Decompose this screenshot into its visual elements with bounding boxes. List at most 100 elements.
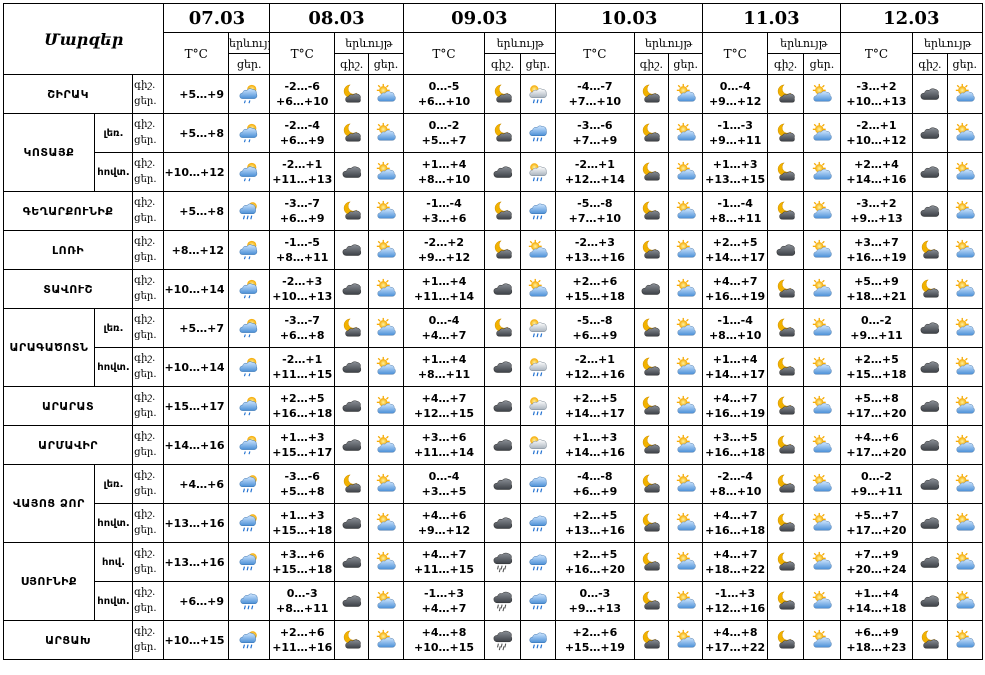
region-name: ԱՐՑԱԽ — [2, 620, 134, 660]
weather-icon-cell — [668, 347, 704, 387]
temperature-cell: +13…+16 — [163, 503, 230, 543]
night-label: գիշ. — [134, 314, 156, 325]
partly-cloudy-rain-icon — [230, 388, 269, 425]
temperature-cell: -3…+2 +9…+13 — [839, 191, 914, 231]
weather-icon-cell — [484, 74, 521, 114]
moon-cloud-icon — [914, 622, 946, 659]
night-temp: +4…+7 — [712, 548, 758, 561]
day-temp: +6…+9 — [279, 134, 325, 147]
weather-icon-cell — [803, 620, 841, 660]
night-day-label: գիշ. ցեր. — [132, 113, 165, 153]
night-temp: 0…-3 — [579, 587, 611, 600]
moon-cloud-icon — [635, 115, 667, 152]
weather-icon-cell — [668, 74, 704, 114]
cloud-icon — [486, 466, 519, 503]
rain-cloud-icon — [521, 622, 554, 659]
weather-icon-cell — [368, 347, 404, 387]
weather-icon-cell — [633, 386, 670, 426]
day-temp: +9…+11 — [850, 485, 903, 498]
weather-icon-cell — [912, 464, 948, 504]
weather-icon-cell — [228, 542, 271, 582]
temperature-cell: +4…+7 +18…+22 — [702, 542, 768, 582]
temperature-cell: +14…+16 — [163, 425, 230, 465]
moon-cloud-icon — [336, 76, 368, 113]
sun-cloud-icon — [948, 232, 981, 269]
night-label: գիշ. — [134, 431, 156, 442]
weather-icon-cell — [633, 581, 670, 621]
sun-cloud-icon — [370, 622, 402, 659]
sun-cloud-icon — [521, 232, 554, 269]
night-temp: -4…-8 — [577, 470, 613, 483]
moon-cloud-icon — [486, 115, 519, 152]
sun-cloud-icon — [670, 271, 702, 308]
region-name: ՇԻՐԱԿ — [2, 74, 134, 114]
weather-icon-cell — [519, 113, 557, 153]
night-temp: +1…+4 — [421, 353, 467, 366]
weather-icon-cell — [668, 152, 704, 192]
temperature-cell: +2…+5 +16…+18 — [269, 386, 336, 426]
temperature-cell: +1…+4 +8…+10 — [402, 152, 486, 192]
weather-icon-cell — [228, 581, 271, 621]
weather-icon-cell — [368, 464, 404, 504]
sun-cloud-icon — [370, 388, 402, 425]
night-temp: +4…+6 — [421, 509, 467, 522]
day-temp: +12…+16 — [705, 602, 766, 615]
forecast-row: ՍՅՈՒՆԻՔ հով. գիշ. ցեր. +13…+16 +3…+6 +15…+18 +4… — [3, 542, 984, 621]
night-column-header: գիշ. — [484, 53, 521, 75]
temp-column-header: T°C — [702, 32, 768, 75]
night-label: գիշ. — [134, 392, 156, 403]
day-temp: +10…+12 — [846, 134, 907, 147]
weather-icon-cell — [368, 113, 404, 153]
temperature-cell: +2…+5 +14…+17 — [702, 230, 768, 270]
moon-cloud-icon — [635, 427, 667, 464]
day-label: ցեր. — [134, 447, 157, 458]
sun-cloud-rain-icon — [521, 154, 554, 191]
day-temp: +16…+19 — [705, 407, 766, 420]
weather-icon-cell — [334, 620, 370, 660]
temperature-cell: +4…+7 +12…+15 — [402, 386, 486, 426]
temperature-cell: -5…-8 +7…+10 — [555, 191, 635, 231]
sun-rain-icon — [230, 193, 269, 230]
moon-cloud-icon — [768, 154, 802, 191]
day-temp: +17…+20 — [846, 524, 907, 537]
sun-cloud-icon — [805, 193, 839, 230]
moon-cloud-icon — [486, 310, 519, 347]
sun-cloud-icon — [670, 505, 702, 542]
day-label: ցեր. — [134, 252, 157, 263]
night-column-header: գիշ. — [633, 53, 670, 75]
night-label: գիշ. — [134, 80, 156, 91]
forecast-row: ԼՈՌԻ գիշ. ցեր. +8…+12 -1…-5 +8…+11 -2…+2 +9…+12… — [2, 230, 984, 270]
weather-icon-cell — [228, 503, 271, 543]
day-label: ցեր. — [134, 96, 157, 107]
rain-cloud-icon — [521, 505, 554, 542]
moon-cloud-icon — [768, 583, 802, 620]
day-temp: +20…+24 — [846, 563, 907, 576]
temperature-cell: -2…+1 +12…+16 — [555, 347, 635, 387]
night-temp: -2…+1 — [282, 353, 323, 366]
sun-cloud-icon — [370, 271, 402, 308]
moon-cloud-icon — [336, 466, 368, 503]
weather-icon-cell — [633, 191, 670, 231]
temperature-cell: +4…+7 +16…+19 — [702, 269, 768, 309]
temperature-cell: +1…+3 +15…+17 — [269, 425, 336, 465]
temp-column-header: T°C — [269, 32, 336, 75]
weather-icon-cell — [633, 425, 670, 465]
night-day-label: գիշ. ցեր. — [132, 425, 165, 465]
weather-icon-cell — [946, 230, 984, 270]
temperature-cell: +5…+9 — [163, 74, 230, 114]
forecast-row: ԱՐՑԱԽ գիշ. ցեր. +10…+15 +2…+6 +11…+16 +4…+8 +10… — [2, 620, 984, 660]
subregion-label: լեռ. — [93, 464, 134, 504]
sun-cloud-icon — [948, 154, 981, 191]
weather-icon-cell — [228, 152, 271, 192]
day-temp: +4…+7 — [421, 329, 467, 342]
rain-cloud-icon — [521, 583, 554, 620]
weather-icon-cell — [334, 386, 370, 426]
day-temp: +16…+18 — [705, 524, 766, 537]
day-temp: +7…+10 — [568, 212, 622, 225]
day-temp: +18…+21 — [846, 290, 907, 303]
weather-icon-cell — [766, 503, 805, 543]
weather-icon-cell — [803, 113, 841, 153]
temperature-cell: -1…-5 +8…+11 — [269, 230, 336, 270]
night-temp: +1…+4 — [421, 158, 467, 171]
date-header: 10.03 — [555, 3, 704, 33]
